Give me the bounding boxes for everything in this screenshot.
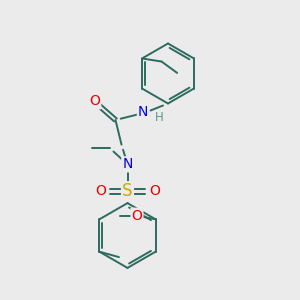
Text: O: O bbox=[149, 184, 160, 198]
Text: N: N bbox=[122, 158, 133, 171]
Text: O: O bbox=[131, 209, 142, 223]
Text: S: S bbox=[122, 182, 133, 200]
Text: H: H bbox=[154, 111, 164, 124]
Text: O: O bbox=[89, 94, 100, 108]
Text: N: N bbox=[138, 106, 148, 119]
Text: O: O bbox=[95, 184, 106, 198]
